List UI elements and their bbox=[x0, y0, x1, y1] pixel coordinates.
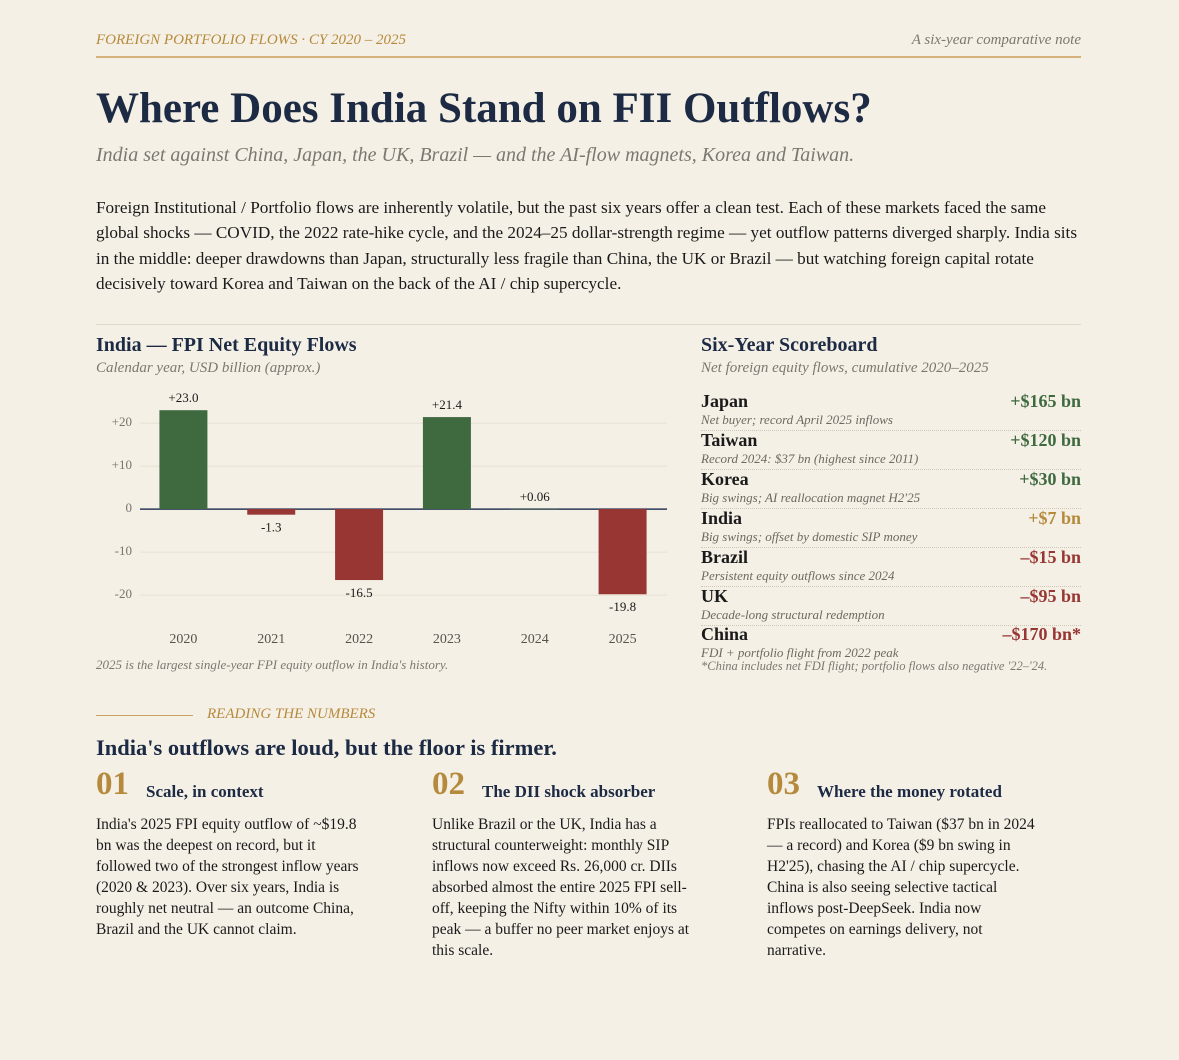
x-tick-label: 2021 bbox=[257, 632, 285, 647]
chart-note: 2025 is the largest single-year FPI equi… bbox=[96, 657, 449, 672]
row-desc: Decade-long structural redemption bbox=[701, 606, 885, 622]
row-name: UK bbox=[701, 585, 728, 606]
value-label: +21.4 bbox=[432, 397, 463, 412]
scoreboard-row: UK Decade-long structural redemption –$95 … bbox=[701, 586, 1081, 626]
bar bbox=[159, 410, 208, 510]
bar bbox=[247, 509, 296, 515]
x-tick-label: 2024 bbox=[521, 632, 549, 647]
y-tick-label: +20 bbox=[112, 414, 132, 429]
chart-title: India — FPI Net Equity Flows bbox=[96, 334, 357, 356]
row-name: Taiwan bbox=[701, 429, 758, 450]
row-name: India bbox=[701, 507, 743, 528]
chart: +20 +10 0 -10 -20 2020 +23.0 2021 -1.3 2022 -16.5 2… bbox=[112, 390, 667, 647]
item-title: The DII shock absorber bbox=[482, 782, 656, 801]
row-desc: Net buyer; record April 2025 inflows bbox=[701, 412, 893, 427]
scoreboard-title: Six-Year Scoreboard bbox=[701, 334, 878, 356]
kicker: FOREIGN PORTFOLIO FLOWS · CY 2020 – 2025 bbox=[96, 32, 406, 48]
row-value: +$165 bn bbox=[1010, 391, 1081, 411]
scoreboard-row: China FDI + portfolio flight from 2022 pe… bbox=[701, 624, 1081, 663]
reading-rule bbox=[96, 715, 193, 716]
row-value: –$15 bn bbox=[1020, 546, 1081, 567]
value-label: +0.06 bbox=[520, 489, 551, 504]
item-number: 02 bbox=[432, 766, 465, 802]
chart-subtitle: Calendar year, USD billion (approx.) bbox=[96, 360, 321, 376]
scoreboard-row: Japan Net buyer; record April 2025 inflow… bbox=[701, 391, 1081, 431]
row-desc: Persistent equity outflows since 2024 bbox=[701, 567, 895, 583]
reading-kicker: READING THE NUMBERS bbox=[207, 706, 376, 722]
item-body: FPIs reallocated to Taiwan ($37 bn in 20… bbox=[767, 816, 1035, 959]
scoreboard-row: India Big swings; offset by domestic SIP … bbox=[701, 508, 1081, 548]
row-desc: Record 2024: $37 bn (highest since 2011) bbox=[701, 450, 919, 466]
scoreboard-row: Korea Big swings; AI reallocation magnet … bbox=[701, 469, 1081, 509]
header-rule bbox=[96, 56, 1081, 58]
value-label: -19.8 bbox=[609, 599, 636, 614]
row-value: +$30 bn bbox=[1019, 468, 1081, 489]
bar bbox=[422, 417, 471, 510]
bar bbox=[598, 509, 647, 595]
bar bbox=[335, 509, 384, 581]
row-value: –$170 bn* bbox=[1002, 624, 1081, 645]
x-tick-label: 2022 bbox=[345, 632, 373, 647]
scoreboard-subtitle: Net foreign equity flows, cumulative 202… bbox=[701, 360, 989, 376]
scoreboard-row: Brazil Persistent equity outflows since 2… bbox=[701, 547, 1081, 587]
subtitle: India set against China, Japan, the UK, … bbox=[96, 144, 855, 166]
item-title: Where the money rotated bbox=[817, 782, 1002, 801]
header-note: A six-year comparative note bbox=[911, 32, 1081, 48]
row-desc: FDI + portfolio flight from 2022 peak bbox=[701, 645, 899, 661]
x-tick-label: 2023 bbox=[433, 632, 461, 647]
value-label: -16.5 bbox=[346, 585, 373, 600]
x-tick-label: 2025 bbox=[609, 632, 637, 647]
reading-heading: India's outflows are loud, but the floor… bbox=[96, 735, 557, 760]
row-value: +$120 bn bbox=[1010, 429, 1081, 450]
title: Where Does India Stand on FII Outflows? bbox=[96, 85, 872, 132]
y-tick-label: +10 bbox=[112, 457, 132, 472]
x-tick-label: 2020 bbox=[169, 632, 197, 647]
row-name: Korea bbox=[701, 468, 749, 489]
value-label: -1.3 bbox=[261, 520, 282, 535]
row-name: Japan bbox=[701, 391, 749, 411]
y-tick-label: -10 bbox=[115, 543, 132, 558]
item-number: 01 bbox=[96, 766, 129, 802]
section-rule bbox=[96, 324, 1081, 325]
row-desc: Big swings; offset by domestic SIP money bbox=[701, 528, 918, 544]
bar bbox=[510, 508, 559, 510]
item-body: India's 2025 FPI equity outflow of ~$19.… bbox=[96, 816, 359, 938]
value-label: +23.0 bbox=[168, 390, 198, 405]
scoreboard-row: Taiwan Record 2024: $37 bn (highest since… bbox=[701, 430, 1081, 470]
item-body: Unlike Brazil or the UK, India has a str… bbox=[432, 816, 690, 959]
y-tick-label: 0 bbox=[126, 500, 133, 515]
row-desc: Big swings; AI reallocation magnet H2'25 bbox=[701, 489, 921, 505]
intro: Foreign Institutional / Portfolio flows … bbox=[96, 198, 1078, 293]
scoreboard-footnote: *China includes net FDI flight; portfoli… bbox=[701, 659, 1048, 673]
row-name: Brazil bbox=[701, 546, 748, 567]
row-name: China bbox=[701, 624, 749, 645]
item-title: Scale, in context bbox=[146, 782, 264, 801]
y-tick-label: -20 bbox=[115, 586, 132, 601]
row-value: +$7 bn bbox=[1028, 507, 1081, 528]
row-value: –$95 bn bbox=[1020, 585, 1081, 606]
item-number: 03 bbox=[767, 766, 800, 802]
